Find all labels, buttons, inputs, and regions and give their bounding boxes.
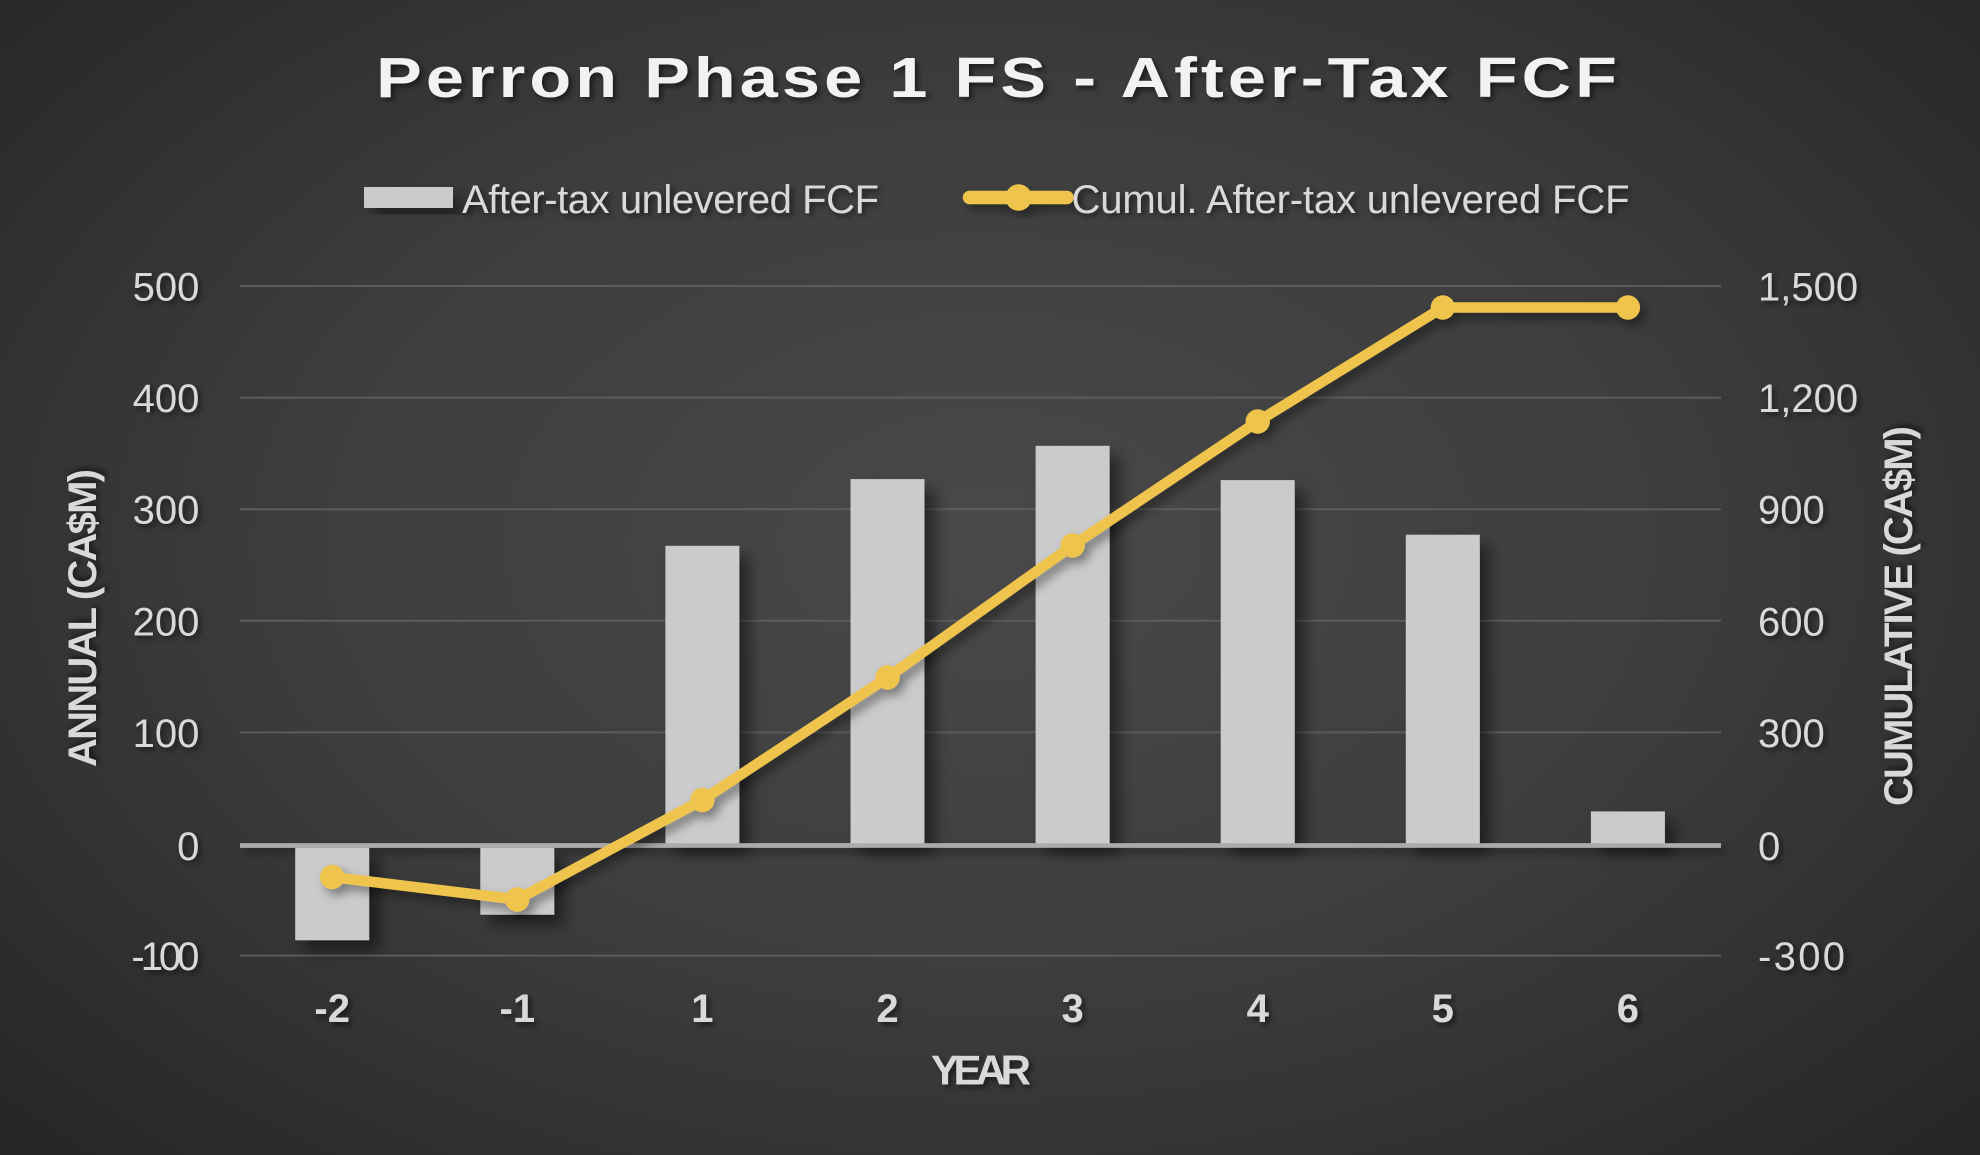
svg-text:200: 200 bbox=[133, 600, 200, 644]
svg-text:-1: -1 bbox=[500, 987, 536, 1031]
svg-text:400: 400 bbox=[133, 377, 200, 421]
svg-text:3: 3 bbox=[1061, 987, 1083, 1031]
svg-text:ANNUAL (CA$M): ANNUAL (CA$M) bbox=[61, 469, 105, 767]
svg-text:2: 2 bbox=[876, 987, 898, 1031]
svg-text:Perron Phase 1 FS - After-Tax: Perron Phase 1 FS - After-Tax FCF bbox=[376, 46, 1617, 109]
svg-text:900: 900 bbox=[1758, 489, 1825, 533]
svg-text:300: 300 bbox=[133, 489, 200, 533]
svg-text:YEAR: YEAR bbox=[931, 1047, 1031, 1094]
svg-text:-2: -2 bbox=[314, 987, 350, 1031]
svg-text:-300: -300 bbox=[1758, 935, 1845, 979]
svg-text:500: 500 bbox=[133, 266, 200, 310]
svg-text:300: 300 bbox=[1758, 712, 1825, 756]
svg-text:After-tax unlevered FCF: After-tax unlevered FCF bbox=[462, 178, 879, 222]
svg-text:0: 0 bbox=[1758, 825, 1780, 869]
svg-text:0: 0 bbox=[177, 825, 199, 869]
svg-text:1,500: 1,500 bbox=[1758, 266, 1858, 310]
svg-text:4: 4 bbox=[1247, 987, 1270, 1031]
svg-text:6: 6 bbox=[1617, 987, 1639, 1031]
svg-text:CUMULATIVE (CA$M): CUMULATIVE (CA$M) bbox=[1877, 426, 1921, 806]
svg-text:1,200: 1,200 bbox=[1758, 377, 1858, 421]
svg-text:1: 1 bbox=[691, 987, 713, 1031]
svg-text:Cumul. After-tax unlevered FCF: Cumul. After-tax unlevered FCF bbox=[1072, 178, 1630, 222]
svg-text:100: 100 bbox=[133, 712, 200, 756]
svg-text:-100: -100 bbox=[131, 935, 199, 979]
svg-text:600: 600 bbox=[1758, 600, 1825, 644]
svg-text:5: 5 bbox=[1432, 987, 1454, 1031]
